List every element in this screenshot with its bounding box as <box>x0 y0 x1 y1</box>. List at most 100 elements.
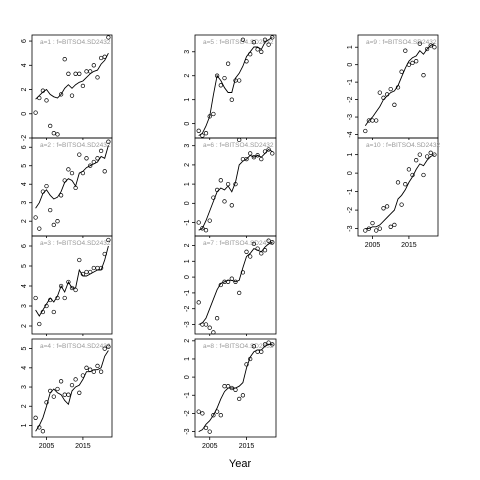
data-point <box>270 240 275 245</box>
data-point <box>225 279 231 284</box>
y-tick-label: -2 <box>347 96 354 102</box>
data-point <box>51 131 56 136</box>
data-point <box>106 237 111 243</box>
data-point <box>48 297 53 303</box>
y-tick-label: 2 <box>184 74 191 78</box>
data-point <box>44 303 49 309</box>
data-point <box>248 254 253 259</box>
data-point <box>102 169 107 174</box>
data-point <box>84 269 89 275</box>
data-point <box>66 392 71 397</box>
panel-frame-10 <box>357 137 439 237</box>
data-point <box>91 369 96 374</box>
panel-label: a=4 : f=BITSO4.SD2432 <box>40 343 111 350</box>
y-tick-label: 5 <box>21 347 28 351</box>
data-point <box>403 48 408 53</box>
panel-frame-1 <box>31 34 113 139</box>
y-tick-label: 2 <box>184 163 191 167</box>
data-point <box>88 163 93 168</box>
data-point <box>73 377 78 382</box>
data-point <box>207 218 212 223</box>
panel-label: a=7 : f=BITSO4.SD2432 <box>203 240 274 247</box>
data-point <box>237 137 242 143</box>
data-point <box>244 59 249 64</box>
data-point <box>240 156 246 162</box>
data-point <box>196 300 201 305</box>
y-tick-label: 0 <box>347 171 354 175</box>
data-point <box>366 226 372 231</box>
data-point <box>98 148 104 154</box>
data-point <box>58 283 64 289</box>
data-point <box>33 295 38 301</box>
data-point <box>240 393 246 398</box>
data-point <box>62 57 67 62</box>
panel-label: a=2 : f=BITSO4.SD2432 <box>40 142 111 149</box>
y-tick-label: 0 <box>21 112 28 116</box>
data-point <box>414 59 419 64</box>
data-point <box>102 251 107 257</box>
y-tick-label: -2 <box>184 410 191 416</box>
data-point <box>388 224 393 229</box>
data-point <box>421 172 426 178</box>
data-point <box>240 270 246 275</box>
data-point <box>66 279 71 285</box>
y-tick-label: -2 <box>21 135 28 141</box>
data-point <box>98 55 104 61</box>
data-point <box>77 152 82 157</box>
fit-line-panel-6 <box>198 148 273 231</box>
data-point <box>270 35 275 40</box>
data-point <box>428 150 433 155</box>
y-tick-label: -3 <box>184 321 191 327</box>
data-point <box>98 265 104 271</box>
data-point <box>229 97 234 102</box>
data-point <box>244 362 249 367</box>
data-point <box>48 207 53 213</box>
data-point <box>233 279 238 284</box>
y-tick-label: -2 <box>347 207 354 213</box>
y-tick-label: -1 <box>347 79 354 85</box>
data-point <box>37 226 42 231</box>
y-tick-label: -4 <box>347 131 354 137</box>
fit-line-panel-3 <box>35 245 109 317</box>
data-point <box>84 365 89 370</box>
data-point <box>259 156 264 162</box>
data-point <box>51 222 56 228</box>
data-point <box>55 295 60 301</box>
data-point <box>37 95 42 101</box>
data-point <box>229 276 234 281</box>
data-point <box>77 257 82 263</box>
data-point <box>225 384 231 389</box>
data-point <box>88 367 93 372</box>
panel-frame-7 <box>194 235 277 335</box>
data-point <box>58 379 64 384</box>
data-point <box>237 290 242 296</box>
y-tick-label: 4 <box>21 366 28 370</box>
data-point <box>410 172 415 178</box>
data-point <box>225 61 231 66</box>
data-point <box>237 396 242 402</box>
data-point <box>211 195 216 200</box>
data-point <box>414 158 419 163</box>
data-point <box>214 73 220 78</box>
data-point <box>95 75 100 80</box>
x-tick-label: 2005 <box>39 443 55 450</box>
y-tick-label: 4 <box>21 182 28 186</box>
data-point <box>384 92 390 97</box>
panel-label: a=5 : f=BITSO4.SD2432 <box>203 39 274 46</box>
data-point <box>203 322 209 327</box>
x-tick-label: 2005 <box>365 242 381 249</box>
data-point <box>266 340 271 345</box>
fit-line-panel-2 <box>35 145 109 209</box>
data-point <box>244 249 249 254</box>
x-tick-label: 2015 <box>401 242 417 249</box>
data-point <box>69 93 75 98</box>
data-point <box>84 69 89 74</box>
data-point <box>374 228 379 233</box>
data-point <box>262 37 268 42</box>
fit-line-panel-9 <box>364 43 435 127</box>
data-point <box>91 159 96 165</box>
data-point <box>363 228 368 233</box>
data-point <box>229 203 234 208</box>
y-tick-label: 6 <box>21 145 28 149</box>
